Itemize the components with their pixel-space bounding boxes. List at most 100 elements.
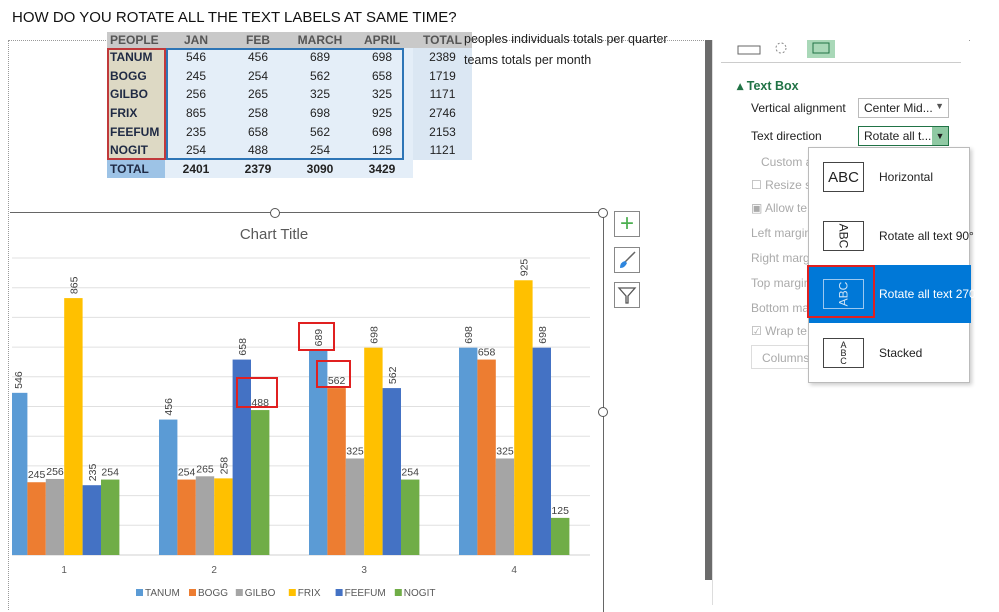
bar[interactable] [27,482,46,555]
option-rotate-270[interactable]: ABC Rotate all text 270° [809,265,981,323]
chart-filters-button[interactable] [614,282,640,308]
bar[interactable] [214,478,233,555]
bar[interactable] [82,485,101,555]
cell[interactable]: 689 [289,48,351,67]
note-cell[interactable]: peoples individuals totals per quarter [464,34,668,46]
cell[interactable]: TOTAL [107,159,165,179]
data-label[interactable]: 456 [163,398,175,416]
data-label[interactable]: 265 [196,463,214,475]
data-label[interactable]: 925 [518,259,530,277]
data-label[interactable]: 689 [313,329,325,347]
data-label[interactable]: 698 [537,326,549,344]
data-label[interactable]: 658 [237,338,249,356]
cell[interactable]: NOGIT [107,140,165,160]
vertical-scrollbar[interactable] [705,40,712,580]
data-label[interactable]: 698 [463,326,475,344]
bar[interactable] [514,280,533,555]
bar[interactable] [382,388,401,555]
bar[interactable] [195,476,215,555]
fill-line-tab-icon[interactable] [737,45,761,55]
cell[interactable]: 562 [289,122,351,141]
cell[interactable]: 562 [289,66,351,86]
cell[interactable]: 698 [289,103,351,123]
legend-swatch[interactable] [394,589,402,596]
cell[interactable]: 865 [165,103,227,123]
category-label[interactable]: 4 [511,565,517,576]
note-cell[interactable]: teams totals per month [464,53,592,67]
chart-elements-button[interactable]: + [614,211,640,237]
legend-label[interactable]: BOGG [198,588,228,599]
cell[interactable]: 325 [351,85,413,104]
cell[interactable]: 2153 [413,122,472,141]
option-stacked[interactable]: ABC Stacked [809,324,971,382]
data-label[interactable]: 865 [68,276,80,294]
cell[interactable]: 488 [227,140,289,160]
cell[interactable]: 658 [351,66,413,86]
cell[interactable]: TANUM [107,48,165,67]
cell[interactable]: GILBO [107,85,165,104]
cell[interactable]: 256 [165,85,227,104]
resize-handle[interactable] [598,407,608,417]
bar[interactable] [177,479,196,555]
category-label[interactable]: 2 [211,565,217,576]
section-textbox[interactable]: ▴ Text Box [737,79,799,93]
data-label[interactable]: 125 [551,505,569,517]
legend-label[interactable]: TANUM [145,588,180,599]
data-label[interactable]: 562 [387,366,399,384]
data-label[interactable]: 258 [218,457,230,475]
bar[interactable] [309,350,328,555]
bar[interactable] [232,359,251,555]
cell[interactable]: 546 [165,48,227,67]
textbox-tab-icon[interactable] [807,40,835,58]
chart-title[interactable]: Chart Title [240,226,308,243]
legend-label[interactable]: FEEFUM [345,588,386,599]
cell[interactable]: 125 [351,140,413,160]
legend-swatch[interactable] [288,589,296,596]
bar[interactable] [45,478,65,555]
chart-styles-button[interactable] [614,247,640,273]
legend-swatch[interactable] [235,589,243,596]
bar[interactable] [345,458,365,555]
cell[interactable]: 258 [227,103,289,123]
header-cell[interactable]: APRIL [351,32,413,48]
cell[interactable]: 3429 [351,159,413,179]
option-rotate-90[interactable]: ABC Rotate all text 90° [809,207,974,265]
vertical-alignment-dropdown[interactable]: Center Mid... ▼ [858,98,949,118]
header-cell[interactable]: MARCH [289,32,351,48]
category-label[interactable]: 1 [61,565,67,576]
header-cell[interactable]: PEOPLE [107,32,165,48]
bar[interactable] [551,517,570,555]
legend-swatch[interactable] [136,589,143,596]
bar[interactable] [64,298,83,555]
bar[interactable] [101,479,120,555]
cell[interactable]: 1719 [413,66,472,86]
data-label[interactable]: 235 [87,464,99,482]
cell[interactable]: 925 [351,103,413,123]
cell[interactable]: 698 [351,48,413,67]
effects-tab-icon[interactable] [775,42,787,54]
bar[interactable] [532,347,551,555]
data-label[interactable]: 325 [346,445,364,457]
chart-svg[interactable]: 546 456 689 698 245 254 562 658 256 265 325 325 865 2… [0,212,605,605]
bar[interactable] [364,347,383,555]
cell[interactable]: 456 [227,48,289,67]
allow-overflow-checkbox[interactable]: ▣ Allow te [751,201,808,215]
wrap-text-checkbox[interactable]: ☑ Wrap te [751,324,807,338]
category-label[interactable]: 3 [361,565,367,576]
option-horizontal[interactable]: ABC Horizontal [809,148,971,206]
cell[interactable]: 1121 [413,140,472,160]
bar[interactable] [159,419,178,555]
data-label[interactable]: 546 [13,371,25,389]
bar[interactable] [251,410,270,555]
text-direction-dropdown[interactable]: Rotate all t... ▼ [858,126,949,146]
data-label[interactable]: 658 [478,347,496,359]
data-label[interactable]: 698 [368,326,380,344]
resize-handle[interactable] [270,208,280,218]
legend-label[interactable]: FRIX [298,588,321,599]
legend-label[interactable]: NOGIT [404,588,436,599]
cell[interactable]: 2389 [413,48,472,67]
legend-swatch[interactable] [335,589,343,596]
bar[interactable] [459,347,478,555]
header-cell[interactable]: FEB [227,32,289,48]
bar[interactable] [12,392,28,555]
